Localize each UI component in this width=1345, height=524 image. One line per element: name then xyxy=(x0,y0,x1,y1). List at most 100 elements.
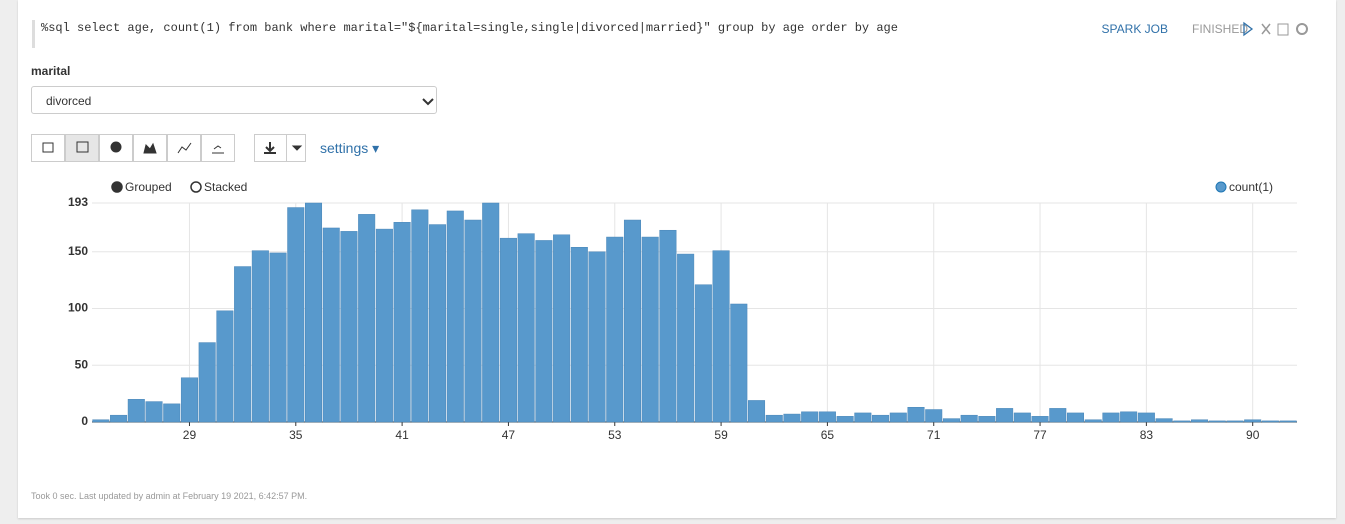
toolbar-icons xyxy=(42,141,303,154)
bar xyxy=(907,406,925,423)
bar xyxy=(1031,416,1049,423)
x-tick-label: 29 xyxy=(183,428,197,442)
bar xyxy=(411,209,429,423)
scatter-button[interactable] xyxy=(201,134,235,162)
bar xyxy=(499,237,517,423)
mode-radio xyxy=(190,181,202,193)
bar xyxy=(1155,418,1173,423)
bar-button[interactable] xyxy=(65,134,99,162)
x-tick-label: 41 xyxy=(395,428,409,442)
bar xyxy=(889,412,907,423)
bar xyxy=(1279,420,1297,423)
bar xyxy=(429,224,447,423)
paragraph-card: %sql select age, count(1) from bank wher… xyxy=(18,0,1336,518)
y-tick-label: 150 xyxy=(68,244,88,258)
select[interactable]: divorced xyxy=(31,86,437,114)
bar xyxy=(1137,412,1155,423)
status: FINISHED xyxy=(1191,22,1248,36)
bar xyxy=(251,250,269,423)
bar xyxy=(1208,420,1226,423)
bar xyxy=(801,411,819,423)
bar xyxy=(818,411,836,423)
bar xyxy=(180,377,198,423)
bar xyxy=(340,231,358,423)
bar xyxy=(446,210,464,423)
x-tick-label: 83 xyxy=(1140,428,1154,442)
bar xyxy=(110,414,128,423)
code-editor[interactable]: %sql select age, count(1) from bank wher… xyxy=(32,20,898,48)
bar xyxy=(358,214,376,423)
bar xyxy=(304,202,323,423)
bar xyxy=(322,227,340,423)
bar xyxy=(712,250,730,423)
bar xyxy=(783,413,801,423)
bar xyxy=(694,284,712,423)
paragraph-icons xyxy=(1243,21,1308,37)
collapse-icon[interactable] xyxy=(1261,23,1271,35)
x-tick-label: 90 xyxy=(1246,428,1260,442)
area-button[interactable] xyxy=(133,134,167,162)
bar xyxy=(1261,420,1279,423)
x-tick-label: 59 xyxy=(714,428,728,442)
bar xyxy=(375,228,393,423)
table-button[interactable] xyxy=(31,134,65,162)
y-tick-label: 100 xyxy=(68,301,88,315)
bar xyxy=(960,414,978,423)
settings-text: settings xyxy=(320,140,369,156)
bar xyxy=(92,419,110,423)
bar xyxy=(1084,419,1102,423)
bar xyxy=(659,229,677,423)
mode-radio xyxy=(111,181,123,193)
gear-icon[interactable] xyxy=(1296,23,1308,35)
bar xyxy=(641,236,659,423)
run-icon[interactable] xyxy=(1243,21,1254,37)
bar xyxy=(1191,419,1209,423)
select-value: divorced xyxy=(46,94,92,108)
bar xyxy=(464,219,482,423)
bar xyxy=(234,266,252,423)
bar xyxy=(748,400,766,423)
footer: Took 0 sec. Last updated by admin at Feb… xyxy=(31,491,308,501)
bar xyxy=(836,416,854,423)
book-icon[interactable] xyxy=(1277,23,1289,36)
bar xyxy=(517,233,535,423)
bar xyxy=(393,222,411,423)
bar xyxy=(1066,412,1085,423)
bar xyxy=(978,416,996,423)
y-tick-label: 50 xyxy=(75,357,89,371)
mode-label: Grouped xyxy=(125,180,172,194)
bar xyxy=(623,219,641,423)
bar xyxy=(1049,408,1067,423)
settings-toggle[interactable]: settings ▾ xyxy=(320,140,380,156)
bar xyxy=(1120,411,1138,423)
y-tick-label: 0 xyxy=(81,414,88,428)
bar xyxy=(216,310,234,423)
spark-job-link[interactable]: SPARK JOB xyxy=(1101,22,1168,36)
bar xyxy=(588,251,606,423)
bar xyxy=(942,418,960,423)
bar xyxy=(570,247,588,423)
bar xyxy=(606,236,624,423)
bar xyxy=(1102,412,1120,423)
bar xyxy=(287,207,305,423)
legend-label: count(1) xyxy=(1229,180,1273,194)
x-tick-label: 77 xyxy=(1033,428,1047,442)
bar xyxy=(1226,420,1244,423)
bar xyxy=(925,409,943,423)
chevron xyxy=(422,98,434,106)
bar xyxy=(765,414,783,423)
bar xyxy=(996,408,1014,423)
x-tick-label: 35 xyxy=(289,428,303,442)
bar xyxy=(198,342,216,423)
x-tick-label: 47 xyxy=(502,428,516,442)
bar xyxy=(482,202,500,423)
bar xyxy=(872,414,890,423)
bar xyxy=(145,401,163,423)
bar xyxy=(163,403,181,423)
mode-label: Stacked xyxy=(204,180,247,194)
bar xyxy=(677,253,695,423)
bar xyxy=(1173,420,1191,423)
x-tick-label: 71 xyxy=(927,428,941,442)
